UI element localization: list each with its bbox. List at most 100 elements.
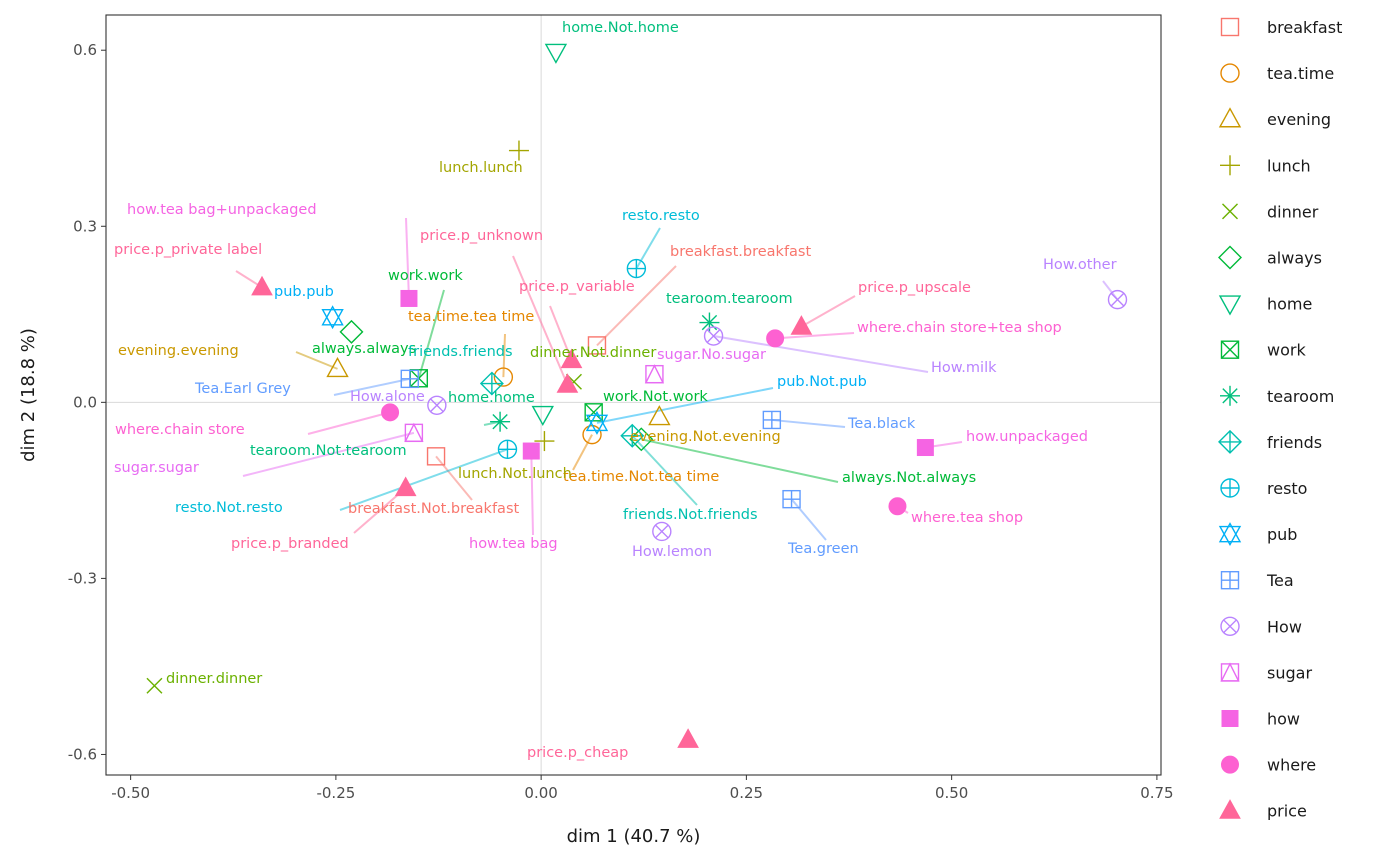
legend-key [1220,571,1240,590]
x-axis-title: dim 1 (40.7 %) [567,826,701,847]
x-tick-label: 0.00 [524,784,557,802]
leader-line [512,255,569,386]
point-labels: breakfast.breakfast breakfast.Not.breakfa… [114,20,1117,761]
x-tick-label: -0.25 [316,784,355,802]
legend-label: home [1267,295,1312,314]
legend-label: tearoom [1267,387,1334,406]
leader-line [549,305,573,361]
y-tick-label: 0.6 [73,41,97,59]
legend-label: breakfast [1267,18,1342,37]
data-point [766,329,785,348]
point-label: home.Not.home [562,20,679,36]
leader-line [307,411,391,435]
leader-line [530,451,534,536]
data-point [556,373,579,393]
point-label: tea.time.tea time [408,309,534,325]
point-label: resto.Not.resto [175,500,283,516]
leader-line [339,448,508,511]
data-point [560,348,583,369]
x-axis: -0.50 -0.25 0.00 0.25 0.50 0.75 [111,775,1174,802]
point-label: How.lemon [632,544,712,560]
leader-line [435,455,473,501]
x-tick-label: 0.25 [730,784,763,802]
legend-label: how [1267,710,1300,729]
leader-line [596,265,677,347]
point-label: evening.Not.evening [630,429,781,445]
point-label: sugar.No.sugar [657,347,766,363]
y-tick-label: -0.6 [68,745,97,763]
data-point [648,405,671,426]
label-leader-lines [235,217,1119,541]
plot-panel [106,15,1161,775]
point-label: How.milk [931,360,997,376]
y-axis: -0.6 -0.3 0.0 0.3 0.6 [68,41,106,763]
point-label: pub.Not.pub [777,374,867,390]
point-label: price.p_cheap [527,745,628,761]
legend-key [1219,799,1241,819]
legend-label: evening [1267,110,1331,129]
point-label: how.tea bag [469,536,558,552]
plot-border [105,14,1162,776]
leader-line [771,418,846,428]
legend-key [1221,755,1239,774]
legend-label: where [1267,756,1316,775]
data-point [888,497,907,516]
leader-line [790,498,827,541]
legend-label: work [1267,341,1306,360]
data-point [1107,289,1128,310]
point-label: friends.friends [408,344,513,360]
leader-line [242,431,415,477]
point-label: always.always [312,341,416,357]
x-tick-label: 0.75 [1140,784,1173,802]
data-point [916,439,934,457]
data-point [394,476,417,497]
legend-key [1220,63,1240,83]
data-point [493,367,514,387]
legend-label: lunch [1267,156,1311,175]
data-point [626,258,647,279]
point-label: pub.pub [274,284,334,300]
point-label: where.tea shop [911,510,1023,526]
legend-label: pub [1267,525,1297,544]
x-tick-label: -0.50 [111,784,150,802]
point-label: home.home [448,390,535,406]
point-label: where.chain store+tea shop [857,320,1062,336]
point-label: price.p_upscale [858,280,971,296]
point-label: price.p_unknown [420,228,543,244]
legend-label: How [1267,617,1302,636]
data-point [479,371,504,396]
data-point [703,326,724,346]
legend-key [1220,340,1240,359]
point-label: tearoom.Not.tearoom [250,443,407,459]
legend-key [1220,662,1240,682]
point-label: dinner.Not.dinner [530,345,656,361]
data-point [146,677,163,694]
point-label: Tea.black [847,416,916,432]
legend-label: tea.time [1267,64,1334,83]
data-point [497,439,518,459]
point-label: lunch.Not.lunch [458,466,572,482]
leader-line [775,332,855,340]
legend-key [1218,522,1242,547]
point-label: breakfast.breakfast [670,244,811,260]
leader-line [295,351,338,370]
data-point [585,410,609,435]
point-label: lunch.lunch [439,160,523,176]
point-label: dinner.dinner [166,671,262,687]
legend-key [1220,155,1240,176]
data-point [321,305,344,330]
leader-line [333,377,410,396]
reference-lines [106,15,1161,775]
y-tick-label: -0.3 [68,569,97,587]
data-point [644,364,665,384]
leader-line [800,295,856,328]
legend-label: sugar [1267,663,1312,682]
y-tick-label: 0.0 [73,393,97,411]
data-point [620,423,645,448]
point-label: Tea.green [787,541,859,557]
leader-line [635,227,661,270]
leader-line [417,289,445,379]
legend-key [1218,245,1242,270]
legend-label: friends [1267,433,1322,452]
